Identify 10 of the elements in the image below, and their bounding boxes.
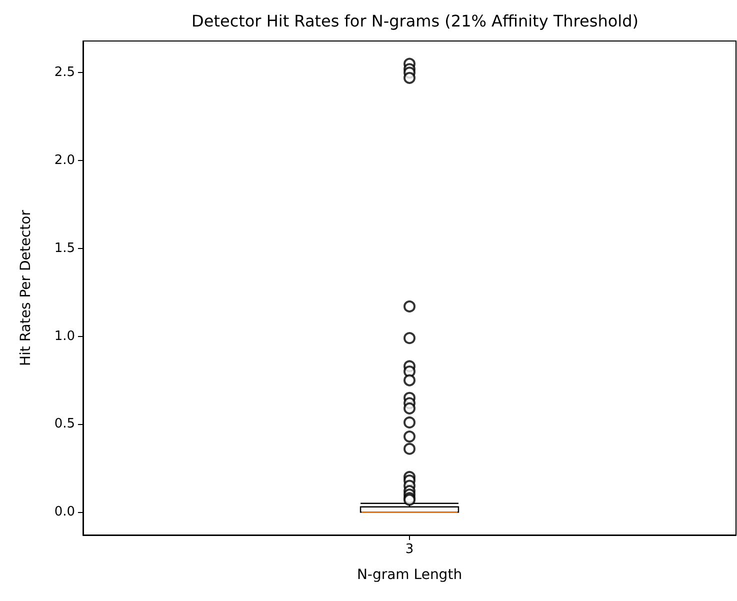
y-tick-label: 1.0 <box>54 328 75 344</box>
chart-title: Detector Hit Rates for N-grams (21% Affinity Threshold) <box>192 12 638 30</box>
y-tick-label: 1.5 <box>54 240 75 256</box>
x-axis-title: N-gram Length <box>356 567 462 583</box>
y-axis-title: Hit Rates Per Detector <box>18 210 34 366</box>
y-tick-label: 2.5 <box>54 65 75 80</box>
y-tick-label: 2.0 <box>54 153 75 168</box>
y-tick-label: 0.0 <box>54 504 75 520</box>
y-tick-label: 0.5 <box>54 416 75 432</box>
x-tick-label: 3 <box>405 542 414 557</box>
